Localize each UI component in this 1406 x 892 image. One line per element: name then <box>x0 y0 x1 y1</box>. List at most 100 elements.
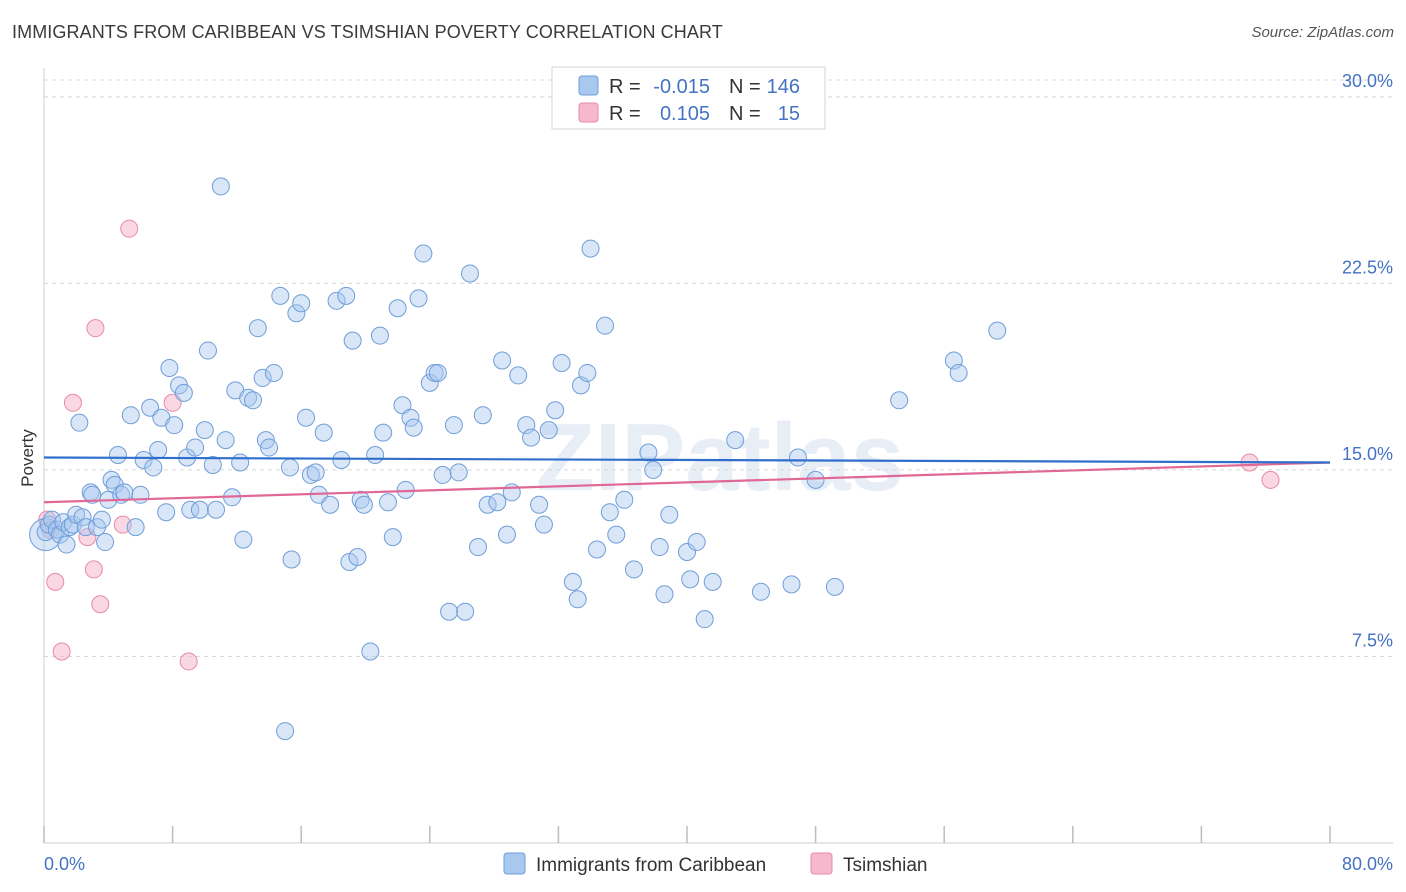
data-point-tsimshian <box>163 393 182 412</box>
data-point-caribbean <box>348 547 367 566</box>
data-point-caribbean <box>473 406 492 425</box>
y-tick-label: 30.0% <box>1342 71 1393 91</box>
data-point-caribbean <box>149 441 168 460</box>
data-point-caribbean <box>321 495 340 514</box>
data-point-caribbean <box>264 363 283 382</box>
data-point-caribbean <box>121 406 140 425</box>
legend-r-label: R = <box>609 103 641 125</box>
data-point-caribbean <box>660 505 679 524</box>
legend-r-value: -0.015 <box>653 76 710 98</box>
data-point-caribbean <box>282 550 301 569</box>
data-point-caribbean <box>596 316 615 335</box>
data-point-caribbean <box>144 458 163 477</box>
data-point-caribbean <box>552 353 571 372</box>
data-point-caribbean <box>530 495 549 514</box>
data-point-tsimshian <box>1261 470 1280 489</box>
data-point-caribbean <box>181 500 200 519</box>
data-point-caribbean <box>57 535 76 554</box>
data-point-tsimshian <box>52 642 71 661</box>
data-point-caribbean <box>678 543 696 562</box>
data-point-caribbean <box>374 423 393 442</box>
data-point-caribbean <box>751 582 770 601</box>
legend-r-value: 0.105 <box>660 103 710 125</box>
data-point-caribbean <box>650 538 669 557</box>
data-point-caribbean <box>157 503 176 522</box>
data-point-caribbean <box>456 602 475 621</box>
data-point-caribbean <box>890 391 909 410</box>
data-point-caribbean <box>108 446 127 465</box>
data-point-caribbean <box>131 485 150 504</box>
data-point-caribbean <box>343 331 362 350</box>
bottom-legend-swatch-blue <box>503 852 526 875</box>
watermark-logo: ZIPatlas <box>536 404 904 511</box>
data-point-tsimshian <box>84 560 103 579</box>
data-point-caribbean <box>578 363 597 382</box>
data-point-caribbean <box>165 416 184 435</box>
data-point-caribbean <box>509 366 528 385</box>
data-point-caribbean <box>428 363 447 382</box>
data-point-caribbean <box>409 289 428 308</box>
y-tick-label: 7.5% <box>1352 630 1393 650</box>
grid-lines <box>44 79 1393 657</box>
data-point-caribbean <box>354 495 373 514</box>
legend-n-value: 15 <box>778 103 800 125</box>
data-point-caribbean <box>160 358 179 377</box>
data-point-caribbean <box>581 239 600 258</box>
data-point-caribbean <box>615 490 634 509</box>
data-point-caribbean <box>988 321 1007 340</box>
legend-n-label: N = <box>729 76 761 98</box>
data-point-caribbean <box>73 508 92 527</box>
legend-swatch-blue <box>578 75 599 96</box>
bottom-legend-label-caribbean: Immigrants from Caribbean <box>536 855 766 876</box>
data-point-caribbean <box>174 383 193 402</box>
data-point-caribbean <box>96 533 115 552</box>
trend-lines <box>43 456 1331 504</box>
trend-line-caribbean <box>43 456 1331 464</box>
data-point-caribbean <box>433 465 452 484</box>
data-point-caribbean <box>207 500 226 519</box>
data-point-caribbean <box>366 446 385 465</box>
data-point-caribbean <box>231 453 250 472</box>
data-point-caribbean <box>287 304 306 323</box>
data-point-caribbean <box>134 450 153 469</box>
data-point-caribbean <box>401 408 420 427</box>
data-point-caribbean <box>102 470 121 489</box>
data-point-caribbean <box>488 493 507 512</box>
data-point-caribbean <box>70 413 89 432</box>
source-credit: Source: ZipAtlas.com <box>1251 24 1394 41</box>
data-point-caribbean <box>105 475 124 494</box>
data-point-caribbean <box>198 341 217 360</box>
data-point-caribbean <box>534 515 553 534</box>
trend-line-tsimshian <box>43 461 1331 504</box>
x-tick-label-max: 80.0% <box>1342 854 1393 874</box>
data-point-caribbean <box>383 528 402 547</box>
legend-swatch-pink <box>578 102 599 123</box>
data-point-caribbean <box>337 286 356 305</box>
data-point-caribbean <box>351 490 370 509</box>
axes <box>43 68 1393 844</box>
data-point-tsimshian <box>120 219 139 238</box>
data-point-tsimshian <box>86 319 105 338</box>
data-point-caribbean <box>687 533 706 552</box>
data-point-caribbean <box>306 463 325 482</box>
data-point-caribbean <box>126 518 145 537</box>
data-point-caribbean <box>92 510 111 529</box>
data-point-caribbean <box>332 450 351 469</box>
data-point-caribbean <box>568 590 587 609</box>
data-point-caribbean <box>440 602 459 621</box>
data-point-caribbean <box>806 470 825 489</box>
correlation-legend: R = -0.015 N = 146 R = 0.105 N = 15 <box>551 66 826 130</box>
data-point-caribbean <box>502 483 521 502</box>
data-point-caribbean <box>248 319 267 338</box>
data-point-caribbean <box>297 408 316 427</box>
data-point-caribbean <box>655 585 674 604</box>
data-point-caribbean <box>522 428 541 447</box>
data-point-caribbean <box>695 610 714 629</box>
data-point-caribbean <box>243 391 262 410</box>
data-point-caribbean <box>460 264 479 283</box>
data-point-caribbean <box>253 368 272 387</box>
data-point-caribbean <box>280 458 299 477</box>
y-axis-tick-labels: 7.5% 15.0% 22.5% 30.0% <box>1342 71 1393 651</box>
data-point-caribbean <box>292 294 311 313</box>
data-point-caribbean <box>216 431 235 450</box>
